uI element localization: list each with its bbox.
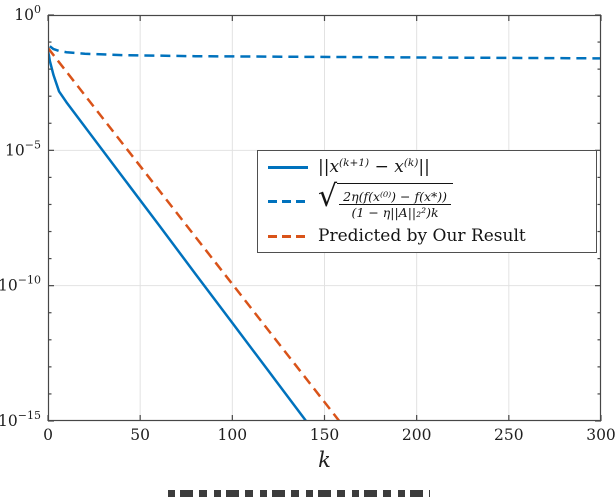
x-tick-label: 200: [402, 426, 432, 444]
cropped-caption-fragments: [168, 490, 430, 497]
legend-line-sample-solid-blue: [268, 165, 308, 169]
x-tick-label: 100: [218, 426, 248, 444]
x-tick-label: 250: [494, 426, 524, 444]
legend-box: ||x(k+1) − x(k)|| √ 2η(f(x⁽⁰⁾) − f(x*)) (1…: [257, 150, 597, 253]
x-tick-label: 300: [586, 426, 616, 444]
radical-sign: √: [318, 179, 338, 214]
legend-label-predicted-result: Predicted by Our Result: [318, 226, 526, 246]
series-line-0: [48, 51, 308, 421]
legend-item-predicted-result: Predicted by Our Result: [258, 226, 596, 246]
x-tick-label: 0: [43, 426, 53, 444]
legend-line-sample-dashed-blue: [268, 200, 308, 203]
legend-item-theoretical-bound: √ 2η(f(x⁽⁰⁾) − f(x*)) (1 − η||A||₂²)k: [258, 179, 596, 220]
legend-item-iterate-difference: ||x(k+1) − x(k)||: [258, 157, 596, 177]
legend-line-sample-dashed-orange: [268, 234, 308, 238]
radicand: 2η(f(x⁽⁰⁾) − f(x*)) (1 − η||A||₂²)k: [337, 183, 454, 220]
legend-label-iterate-difference: ||x(k+1) − x(k)||: [318, 157, 430, 177]
y-tick-label: 10−5: [5, 138, 41, 159]
formula-denominator: (1 − η||A||₂²)k: [351, 205, 439, 220]
x-axis-label: k: [318, 448, 331, 472]
x-tick-label: 50: [130, 426, 150, 444]
formula-numerator: 2η(f(x⁽⁰⁾) − f(x*)): [339, 189, 452, 205]
y-tick-label: 100: [14, 3, 41, 24]
y-tick-label: 10−15: [0, 409, 41, 430]
x-tick-label: 150: [310, 426, 340, 444]
series-line-1: [49, 45, 601, 60]
y-tick-label: 10−10: [0, 274, 41, 295]
legend-label-theoretical-bound: √ 2η(f(x⁽⁰⁾) − f(x*)) (1 − η||A||₂²)k: [318, 179, 454, 220]
